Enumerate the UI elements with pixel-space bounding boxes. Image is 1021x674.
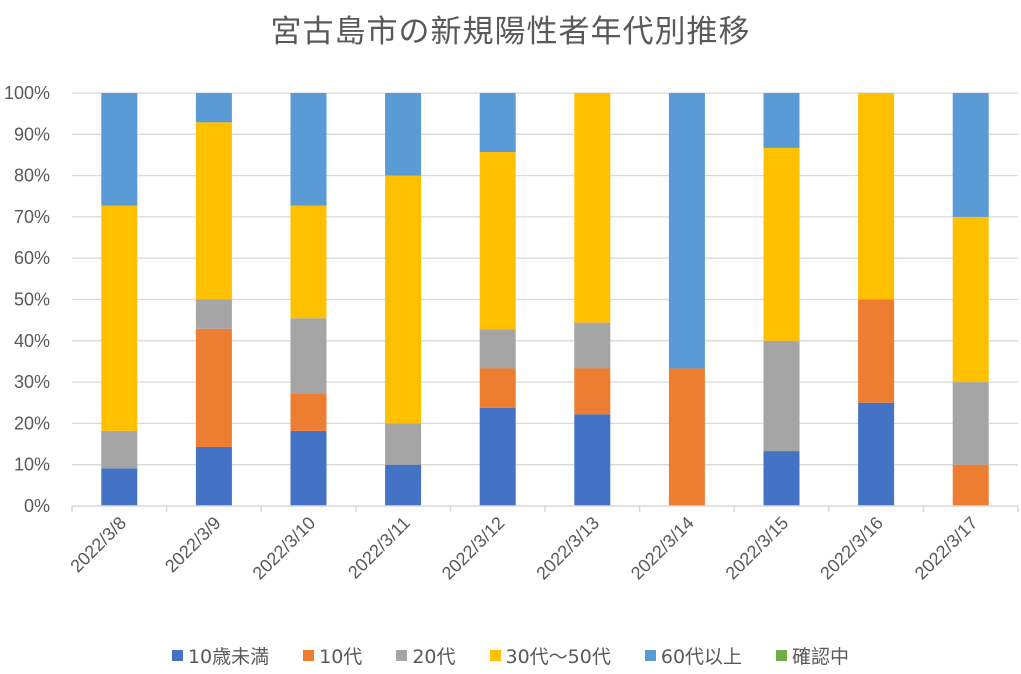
x-tick-label: 2022/3/8 (66, 513, 130, 577)
bar-segment (763, 147, 800, 341)
plot-area: 0% 10% 20% 30% 40% 50% 60% 70% 80% 90% 100% 2022/3… (4, 83, 1019, 584)
x-axis (71, 505, 1019, 512)
x-tick-label: 2022/3/14 (627, 513, 698, 584)
y-tick-label: 90% (14, 124, 50, 144)
legend-item: 10代 (303, 642, 362, 669)
bar-segment (195, 93, 232, 123)
bar-segment (385, 175, 422, 424)
legend-label: 10歳未満 (187, 646, 270, 668)
x-tick-label: 2022/3/16 (816, 513, 887, 584)
legend-swatch-icon (303, 650, 315, 661)
bar-segment (858, 93, 895, 300)
legend-item: 60代以上 (644, 642, 743, 669)
legend-item: 10歳未満 (171, 642, 270, 669)
legend-label: 確認中 (792, 646, 850, 668)
x-tick-label: 2022/3/10 (249, 513, 320, 584)
bar-segment (101, 468, 138, 506)
bar-segment (574, 368, 611, 415)
legend-label: 60代以上 (660, 646, 743, 668)
bar-segment (101, 205, 138, 431)
legend-item: 確認中 (776, 642, 849, 669)
bar-segment (952, 216, 989, 383)
bar-segment (952, 464, 989, 506)
bar-segment (763, 451, 800, 506)
x-tick-label: 2022/3/9 (161, 513, 225, 577)
legend-swatch-icon (396, 650, 408, 661)
bar-segment (668, 368, 705, 506)
bar-segment (479, 93, 516, 153)
bar-segment (290, 93, 327, 206)
bar-segment (195, 446, 232, 506)
bar-segment (668, 93, 705, 369)
y-tick-label: 50% (14, 290, 50, 310)
bar-segment (101, 93, 138, 206)
bar-segment (195, 328, 232, 447)
bar-segment (858, 299, 895, 403)
bar-segment (479, 152, 516, 330)
bar-segment (574, 93, 611, 323)
bar-segment (479, 407, 516, 506)
bar-segment (574, 322, 611, 369)
x-tick-label: 2022/3/12 (438, 513, 509, 584)
bar-segment (290, 393, 327, 431)
legend-item: 20代 (396, 642, 456, 669)
legend-label: 10代 (319, 646, 363, 668)
y-tick-label: 10% (14, 455, 50, 475)
x-tick-label: 2022/3/17 (911, 513, 982, 584)
legend-swatch-icon (489, 650, 501, 661)
legend: 10歳未満 10代 20代 30代〜50代 60代以上 確認中 (0, 642, 1021, 669)
bar-segment (858, 402, 895, 506)
bar-segment (952, 382, 989, 465)
legend-label: 20代 (412, 646, 456, 668)
y-tick-label: 70% (14, 207, 50, 227)
bar-segment (952, 93, 989, 217)
legend-swatch-icon (776, 650, 788, 661)
bar-segment (385, 93, 422, 176)
y-tick-label: 80% (14, 166, 50, 186)
y-tick-label: 0% (24, 496, 50, 516)
y-tick-label: 20% (14, 413, 50, 433)
bar-segment (574, 414, 611, 506)
y-tick-label: 60% (14, 248, 50, 268)
legend-label: 30代〜50代 (505, 646, 611, 668)
y-tick-label: 30% (14, 372, 50, 392)
bar-segment (763, 340, 800, 452)
x-tick-label: 2022/3/13 (532, 513, 603, 584)
bar-segment (290, 430, 327, 506)
x-tick-label: 2022/3/11 (344, 513, 414, 583)
legend-swatch-icon (644, 650, 656, 661)
bar-segment (385, 464, 422, 506)
y-tick-label: 100% (4, 83, 50, 103)
bar-segment (385, 423, 422, 465)
y-axis-ticks: 0% 10% 20% 30% 40% 50% 60% 70% 80% 90% 100% (4, 83, 50, 516)
x-axis-ticks: 2022/3/8 2022/3/9 2022/3/10 2022/3/11 2022/3… (66, 513, 981, 584)
chart-title: 宮古島市の新規陽性者年代別推移 (270, 14, 751, 50)
bar-segment (290, 205, 327, 319)
y-tick-label: 40% (14, 331, 50, 351)
bar-segment (101, 430, 138, 469)
bar-segment (195, 122, 232, 300)
bars (101, 93, 989, 506)
x-tick-label: 2022/3/15 (722, 513, 793, 584)
legend-item: 30代〜50代 (489, 642, 611, 669)
legend-swatch-icon (171, 650, 183, 661)
bar-segment (195, 299, 232, 329)
bar-segment (479, 329, 516, 369)
bar-segment (763, 93, 800, 148)
bar-segment (290, 318, 327, 394)
bar-segment (479, 368, 516, 408)
